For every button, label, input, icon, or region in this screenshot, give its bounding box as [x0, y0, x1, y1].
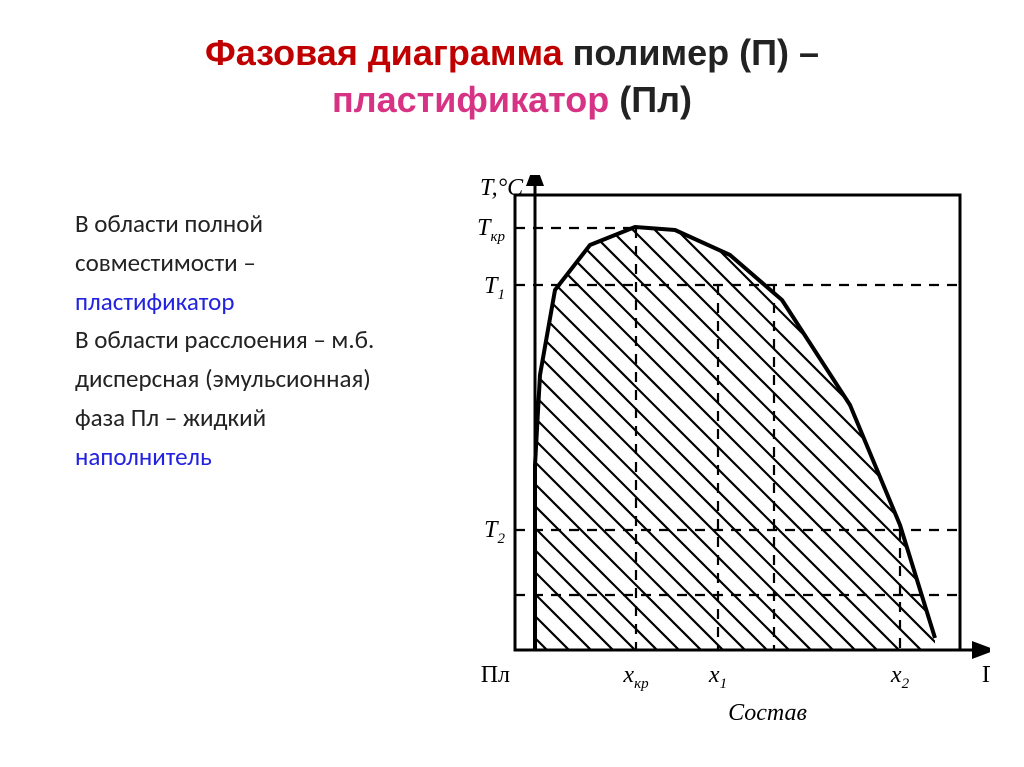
svg-text:xкр: xкр	[622, 662, 649, 692]
svg-text:x1: x1	[708, 662, 727, 692]
phase-diagram-chart: T,°C Tкр T1 T2 Пл Пxкр x1 x2 Состав	[430, 175, 990, 735]
body-p2b: наполнитель	[75, 441, 212, 472]
slide-title: Фазовая диаграмма полимер (П) – пластифи…	[0, 30, 1024, 124]
svg-text:T2: T2	[484, 517, 505, 547]
title-part-1: Фазовая диаграмма	[205, 32, 573, 73]
svg-text:Tкр: Tкр	[477, 215, 505, 245]
title-part-2: полимер (П) –	[573, 32, 819, 73]
title-part-4: (Пл)	[619, 79, 692, 120]
svg-text:x2: x2	[890, 662, 910, 692]
body-p1a: В области полной совместимости –	[75, 208, 263, 278]
svg-text:Состав: Состав	[728, 700, 807, 726]
svg-text:T1: T1	[484, 273, 505, 303]
svg-text:T,°C: T,°C	[480, 175, 524, 201]
title-part-3: пластификатор	[332, 79, 619, 120]
body-p2a: В области расслоения – м.б. дисперсная (…	[75, 324, 374, 433]
svg-text:П: П	[982, 662, 990, 688]
body-p1b: пластификатор	[75, 286, 234, 317]
body-text: В области полной совместимости – пластиф…	[75, 205, 385, 476]
svg-text:Пл: Пл	[481, 662, 510, 688]
